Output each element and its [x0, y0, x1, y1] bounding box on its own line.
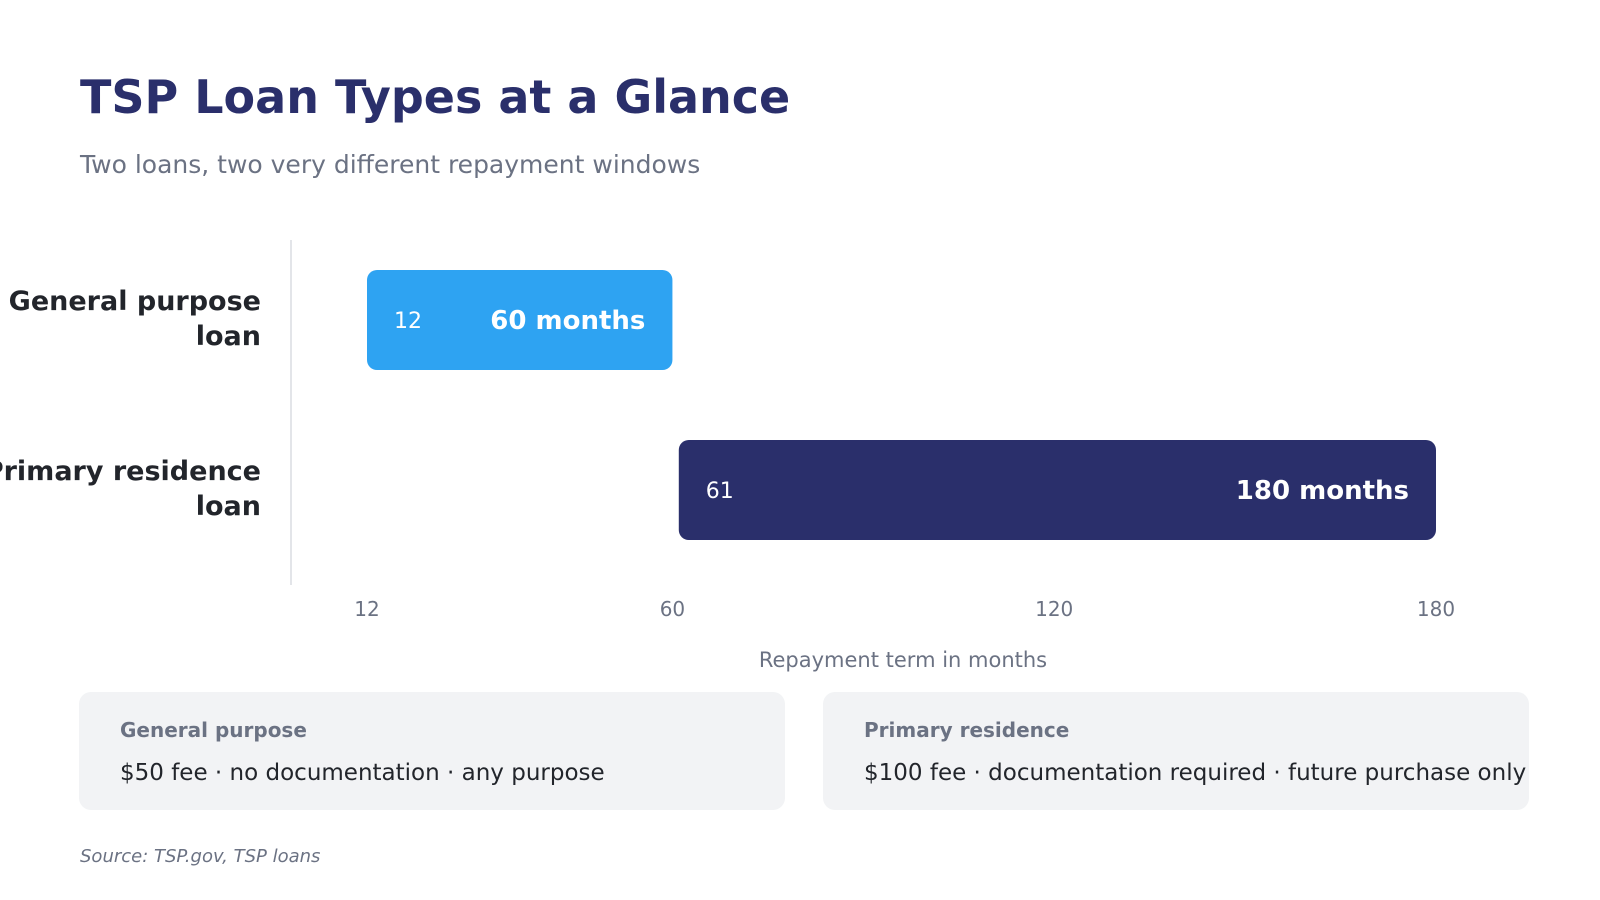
bars-layer: 12 60 months 61 180 months	[367, 270, 1436, 540]
card-detail: $50 fee · no documentation · any purpose	[120, 760, 605, 786]
bar-end-label: 180 months	[1236, 476, 1409, 506]
card-primary-residence: Primary residence $100 fee · documentati…	[823, 692, 1529, 810]
card-heading: General purpose	[120, 718, 307, 742]
category-label: Primary residence loan	[0, 456, 261, 522]
category-labels: General purpose loan Primary residence loan	[0, 286, 261, 522]
loan-cards: General purpose $50 fee · no documentati…	[79, 692, 1529, 810]
bar-start-label: 12	[394, 309, 422, 334]
card-heading: Primary residence	[864, 718, 1070, 742]
x-tick-label: 12	[354, 597, 379, 621]
x-axis-label: Repayment term in months	[759, 648, 1047, 672]
page-title: TSP Loan Types at a Glance	[80, 70, 791, 124]
loan-term-chart: 12 60 months 61 180 months General purpose l…	[0, 240, 1455, 672]
bar-start-label: 61	[706, 479, 734, 504]
source-note: Source: TSP.gov, TSP loans	[80, 846, 321, 867]
x-tick-label: 60	[660, 597, 685, 621]
page-subtitle: Two loans, two very different repayment …	[80, 150, 701, 179]
bar	[678, 440, 1436, 540]
category-label: General purpose loan	[9, 286, 261, 352]
x-tick-label: 120	[1035, 597, 1073, 621]
bar-end-label: 60 months	[490, 306, 645, 336]
card-detail: $100 fee · documentation required · futu…	[864, 760, 1527, 786]
bar	[367, 270, 673, 370]
x-tick-label: 180	[1417, 597, 1455, 621]
card-general-purpose: General purpose $50 fee · no documentati…	[79, 692, 785, 810]
x-axis-ticks: 12 60 120 180	[354, 597, 1455, 621]
